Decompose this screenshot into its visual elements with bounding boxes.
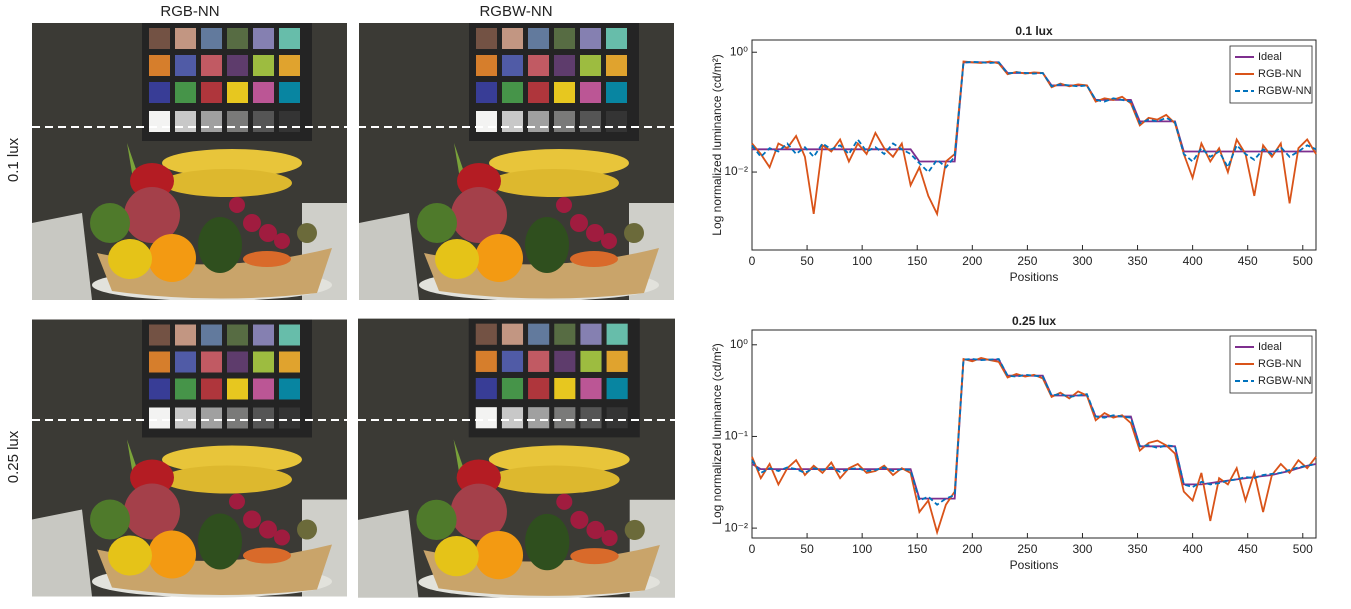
x-tick-label: 450 bbox=[1238, 542, 1258, 556]
x-tick-label: 50 bbox=[800, 542, 814, 556]
x-tick-label: 100 bbox=[852, 542, 872, 556]
x-axis-label: Positions bbox=[1010, 558, 1059, 572]
chart-title: 0.1 lux bbox=[1015, 24, 1053, 38]
legend-label: RGB-NN bbox=[1258, 358, 1301, 370]
legend-label: Ideal bbox=[1258, 51, 1282, 63]
chart-title: 0.25 lux bbox=[1012, 314, 1056, 328]
x-tick-label: 450 bbox=[1238, 254, 1258, 268]
x-tick-label: 350 bbox=[1128, 542, 1148, 556]
x-tick-label: 400 bbox=[1183, 254, 1203, 268]
y-tick-label: 10⁻¹ bbox=[724, 429, 748, 443]
x-tick-label: 50 bbox=[800, 254, 814, 268]
y-tick-label: 10⁰ bbox=[730, 337, 748, 351]
column-label: RGBW-NN bbox=[479, 3, 552, 20]
photo bbox=[358, 319, 675, 599]
legend-label: RGBW-NN bbox=[1258, 85, 1312, 97]
y-tick-label: 10⁻² bbox=[724, 520, 748, 534]
photo bbox=[32, 23, 347, 301]
column-label: RGB-NN bbox=[160, 3, 219, 20]
x-tick-label: 200 bbox=[962, 254, 982, 268]
x-tick-label: 500 bbox=[1293, 542, 1313, 556]
x-tick-label: 200 bbox=[962, 542, 982, 556]
x-tick-label: 500 bbox=[1293, 254, 1313, 268]
x-tick-label: 0 bbox=[749, 542, 756, 556]
legend-label: RGB-NN bbox=[1258, 68, 1301, 80]
x-tick-label: 100 bbox=[852, 254, 872, 268]
legend-label: Ideal bbox=[1258, 341, 1282, 353]
y-tick-label: 10⁰ bbox=[730, 44, 748, 58]
y-tick-label: 10⁻² bbox=[724, 164, 748, 178]
y-axis-label: Log normalized luminance (cd/m²) bbox=[710, 343, 724, 524]
legend-label: RGBW-NN bbox=[1258, 375, 1312, 387]
y-axis-label: Log normalized luminance (cd/m²) bbox=[710, 54, 724, 235]
x-tick-label: 400 bbox=[1183, 542, 1203, 556]
photo bbox=[358, 23, 675, 301]
x-tick-label: 150 bbox=[907, 542, 927, 556]
x-tick-label: 350 bbox=[1128, 254, 1148, 268]
figure: RGB-NN RGBW-NN 0.1 lux 0.25 lux 0.1 lux P… bbox=[0, 0, 1351, 604]
photo bbox=[32, 320, 347, 598]
row-label: 0.25 lux bbox=[5, 430, 22, 483]
x-tick-label: 300 bbox=[1072, 542, 1092, 556]
x-tick-label: 300 bbox=[1072, 254, 1092, 268]
row-label: 0.1 lux bbox=[5, 137, 22, 182]
x-tick-label: 250 bbox=[1017, 254, 1037, 268]
x-tick-label: 250 bbox=[1017, 542, 1037, 556]
x-tick-label: 0 bbox=[749, 254, 756, 268]
x-tick-label: 150 bbox=[907, 254, 927, 268]
x-axis-label: Positions bbox=[1010, 270, 1059, 284]
